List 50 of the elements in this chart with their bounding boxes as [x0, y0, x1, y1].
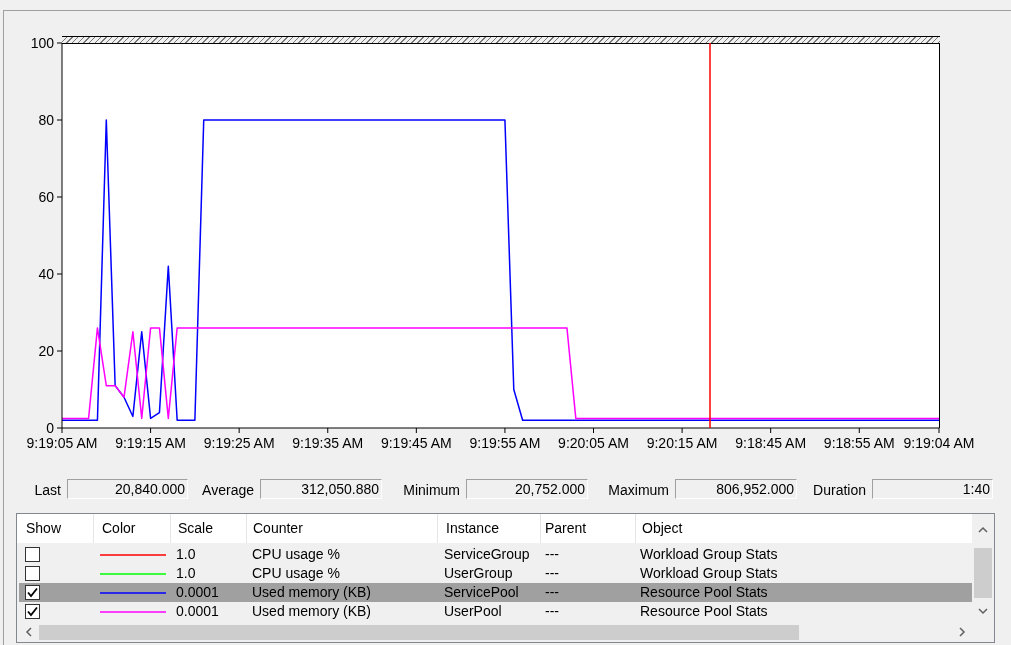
text: 20,752.000 [514, 481, 585, 497]
text: --- [545, 584, 559, 600]
y-tick-label: 40 [38, 265, 55, 282]
x-tick-label: 9:19:55 AM [469, 434, 541, 451]
x-tick-label: 9:20:15 AM [646, 434, 718, 451]
text: 1.0 [176, 546, 196, 562]
y-tick-label: 20 [38, 342, 55, 359]
text: CPU usage % [252, 565, 340, 581]
text: 0.0001 [176, 603, 219, 619]
text: Workload Group Stats [640, 565, 778, 581]
y-tick-label: 80 [38, 111, 55, 128]
text: Maximum [608, 482, 669, 498]
text: ServiceGroup [444, 546, 530, 562]
text: Minimum [403, 482, 460, 498]
text: ServicePool [444, 584, 519, 600]
text: Average [202, 482, 254, 498]
text: 1.0 [176, 565, 196, 581]
line-series [62, 327, 939, 420]
text: --- [545, 565, 559, 581]
text: Used memory (KB) [252, 584, 372, 600]
y-tick-label: 0 [46, 419, 55, 436]
text: Duration [813, 482, 866, 498]
header-row: Show Color Scale Counter Instance Parent Object [17, 514, 972, 543]
x-tick-label: 9:19:35 AM [292, 434, 364, 451]
text: CPU usage % [252, 546, 340, 562]
x-tick-label: 9:20:05 AM [558, 434, 629, 451]
y-tick-label: 60 [38, 188, 55, 205]
text: UserPool [444, 603, 502, 619]
x-tick-label: 9:19:04 AM [903, 434, 975, 451]
x-tick-label: 9:19:45 AM [380, 434, 452, 451]
text: --- [545, 603, 559, 619]
text: --- [545, 546, 559, 562]
text: 0.0001 [176, 584, 219, 600]
text: Workload Group Stats [640, 546, 778, 562]
text: Last [34, 482, 61, 498]
text: Resource Pool Stats [640, 584, 768, 600]
y-tick-label: 100 [30, 34, 55, 51]
text: 806,952.000 [716, 481, 794, 497]
text: Used memory (KB) [252, 603, 372, 619]
text: Resource Pool Stats [640, 603, 768, 619]
x-tick-label: 9:19:15 AM [115, 434, 186, 451]
text: UserGroup [444, 565, 513, 581]
x-tick-label: 9:19:25 AM [203, 434, 275, 451]
text: 312,050.880 [301, 481, 379, 497]
x-tick-label: 9:19:05 AM [26, 434, 98, 451]
x-tick-label: 9:18:45 AM [735, 434, 807, 451]
text: 1:40 [962, 481, 990, 497]
x-tick-label: 9:18:55 AM [823, 434, 895, 451]
line-series [62, 119, 939, 422]
text: 20,840.000 [114, 481, 185, 497]
